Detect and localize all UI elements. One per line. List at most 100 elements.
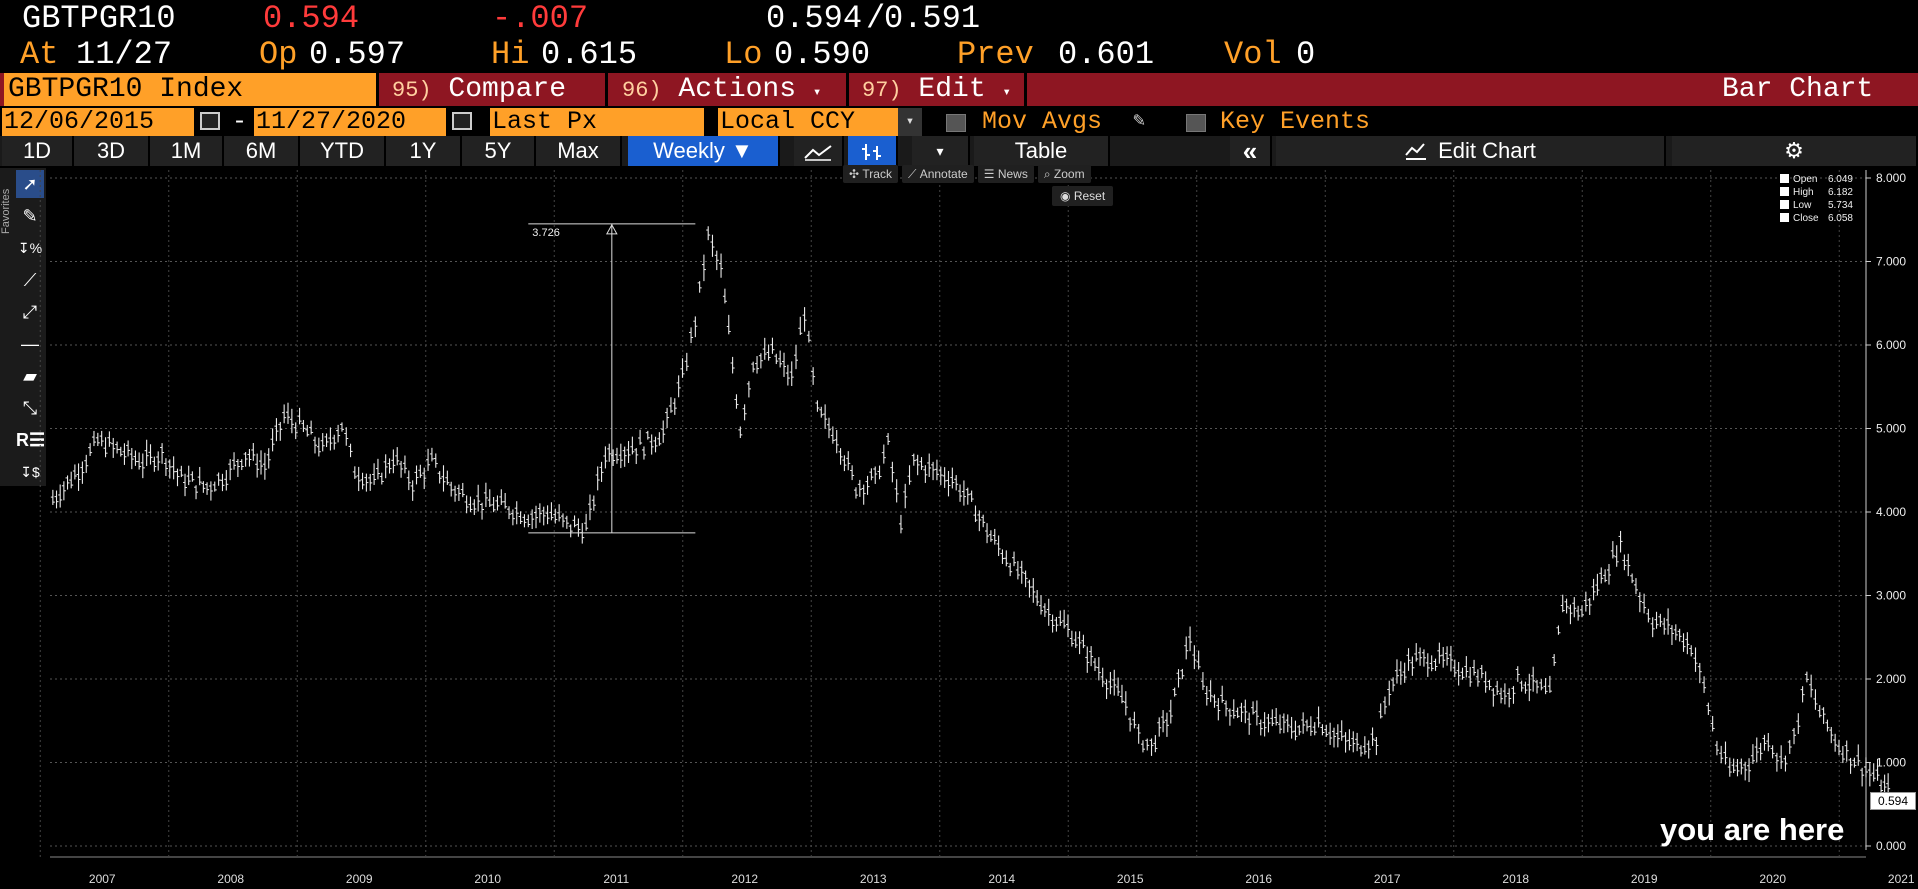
key-events-checkbox[interactable]: [1186, 114, 1206, 132]
ticker-symbol: GBTPGR10: [22, 0, 176, 37]
pencil-icon[interactable]: ✎: [1133, 110, 1146, 133]
y-tick-label: 1.000: [1876, 756, 1906, 770]
key-events-label[interactable]: Key Events: [1220, 107, 1371, 136]
calendar-icon[interactable]: [452, 112, 472, 130]
trendline-icon[interactable]: ⟋: [23, 270, 37, 290]
last-price: 0.594: [263, 0, 360, 37]
price-tool-icon[interactable]: ↧$: [20, 464, 40, 480]
measure-arrow: [605, 223, 618, 235]
low-value: 0.590: [774, 36, 871, 73]
edit-chart-button[interactable]: Edit Chart: [1276, 136, 1666, 166]
chart-type-title: Bar Chart: [1722, 74, 1874, 105]
x-tick-label: 2018: [1502, 872, 1529, 886]
ohlc-legend: Open 6.049 High 6.182 Low 5.734 Close 6.058: [1780, 173, 1853, 225]
field-select[interactable]: Last Px: [490, 108, 704, 136]
actions-menu[interactable]: 96) Actions ▾: [622, 73, 821, 106]
track-button[interactable]: ✣ Track: [843, 165, 898, 183]
security-field[interactable]: GBTPGR10 Index: [4, 73, 378, 106]
chevron-down-icon: ▾: [812, 85, 822, 101]
legend-value: 6.058: [1827, 213, 1853, 224]
legend-label: High: [1793, 187, 1814, 198]
ray-icon[interactable]: ⤢: [22, 302, 38, 322]
divider: [1024, 73, 1027, 106]
tab-max[interactable]: Max: [536, 136, 622, 166]
y-tick-label: 3.000: [1876, 589, 1906, 603]
y-tick-label: 7.000: [1876, 255, 1906, 269]
horizontal-line-icon[interactable]: —: [21, 334, 39, 354]
start-date-input[interactable]: 12/06/2015: [2, 108, 194, 136]
y-tick-label: 5.000: [1876, 422, 1906, 436]
x-tick-label: 2009: [346, 872, 373, 886]
pen-icon[interactable]: ✎: [22, 206, 38, 226]
price-chart[interactable]: 0.000 1.000 2.000 3.000 4.000 5.000 6.000 7.000…: [0, 168, 1918, 889]
text-tool-icon[interactable]: R☰: [16, 430, 46, 450]
news-button[interactable]: ☰ News: [977, 165, 1034, 183]
zoom-button[interactable]: ⌕ Zoom: [1037, 165, 1091, 183]
at-label: At: [20, 36, 59, 73]
calendar-icon[interactable]: [200, 112, 220, 130]
zoom-label: Zoom: [1053, 167, 1085, 181]
compare-number: 95): [392, 78, 432, 103]
bid-ask-separator: /: [866, 0, 886, 37]
mov-avgs-checkbox[interactable]: [946, 114, 966, 132]
chevron-down-icon[interactable]: ▾: [912, 136, 970, 166]
tab-5y[interactable]: 5Y: [462, 136, 536, 166]
drawing-toolbar: ➚ ✎ ↧% ⟋ ⤢ — ▰ ⤡ R☰ ↧$ Favorites: [0, 168, 46, 486]
date-range-bar: 12/06/2015 - 11/27/2020 Last Px Local CC…: [0, 108, 1918, 136]
tab-6m[interactable]: 6M: [224, 136, 300, 166]
legend-label: Open: [1793, 174, 1818, 185]
pointer-icon[interactable]: ➚: [16, 170, 44, 198]
prev-value: 0.601: [1058, 36, 1155, 73]
table-button[interactable]: Table: [974, 136, 1110, 166]
y-tick-label: 4.000: [1876, 505, 1906, 519]
x-tick-label: 2010: [474, 872, 501, 886]
x-tick-label: 2019: [1631, 872, 1658, 886]
line-chart-button[interactable]: [794, 136, 844, 166]
x-tick-label: 2015: [1117, 872, 1144, 886]
bar-chart-button[interactable]: [848, 136, 898, 166]
annotate-button[interactable]: ⟋ Annotate: [901, 165, 974, 183]
y-tick-label: 8.000: [1876, 171, 1906, 185]
percent-tool-icon[interactable]: ↧%: [17, 240, 43, 256]
high-value: 0.615: [541, 36, 638, 73]
ask-price: 0.591: [884, 0, 981, 37]
legend-close: Close 6.058: [1780, 212, 1853, 225]
tab-3d[interactable]: 3D: [74, 136, 150, 166]
compare-menu[interactable]: 95) Compare: [392, 73, 566, 106]
reset-button[interactable]: ◉ Reset: [1052, 186, 1114, 206]
period-select[interactable]: Weekly ▼: [628, 136, 780, 166]
end-date-input[interactable]: 11/27/2020: [254, 108, 446, 136]
fib-icon[interactable]: ⤡: [22, 398, 38, 418]
channel-icon[interactable]: ▰: [23, 366, 37, 386]
x-tick-label: 2016: [1245, 872, 1272, 886]
y-tick-label: 6.000: [1876, 338, 1906, 352]
collapse-icon[interactable]: «: [1230, 136, 1272, 166]
x-tick-label: 2017: [1374, 872, 1401, 886]
chevron-down-icon[interactable]: ▾: [898, 108, 922, 136]
legend-open: Open 6.049: [1780, 173, 1853, 186]
mov-avgs-label[interactable]: Mov Avgs: [982, 107, 1103, 136]
y-tick-label: 0.000: [1876, 839, 1906, 853]
tab-1y[interactable]: 1Y: [386, 136, 462, 166]
period-tab-bar: 1D 3D 1M 6M YTD 1Y 5Y Max Weekly ▼ ▾ Tab…: [0, 136, 1918, 166]
x-tick-label: 2011: [603, 872, 629, 886]
tab-ytd[interactable]: YTD: [300, 136, 386, 166]
legend-label: Close: [1793, 213, 1819, 224]
legend-label: Low: [1793, 200, 1812, 211]
x-tick-label: 2014: [988, 872, 1015, 886]
radio-icon: ◉: [1060, 189, 1071, 203]
edit-label: Edit: [918, 74, 986, 105]
currency-select[interactable]: Local CCY: [718, 108, 898, 136]
divider: [846, 73, 849, 106]
actions-number: 96): [622, 78, 662, 103]
open-value: 0.597: [309, 36, 406, 73]
gear-icon[interactable]: ⚙: [1672, 136, 1918, 166]
annotate-label: Annotate: [919, 167, 968, 181]
tab-1d[interactable]: 1D: [2, 136, 74, 166]
tab-1m[interactable]: 1M: [150, 136, 224, 166]
edit-menu[interactable]: 97) Edit ▾: [862, 73, 1011, 106]
net-change: -.007: [492, 0, 589, 37]
x-tick-label: 2021: [1888, 872, 1915, 886]
you-are-here-annotation: you are here: [1660, 812, 1845, 847]
divider: [605, 73, 608, 106]
